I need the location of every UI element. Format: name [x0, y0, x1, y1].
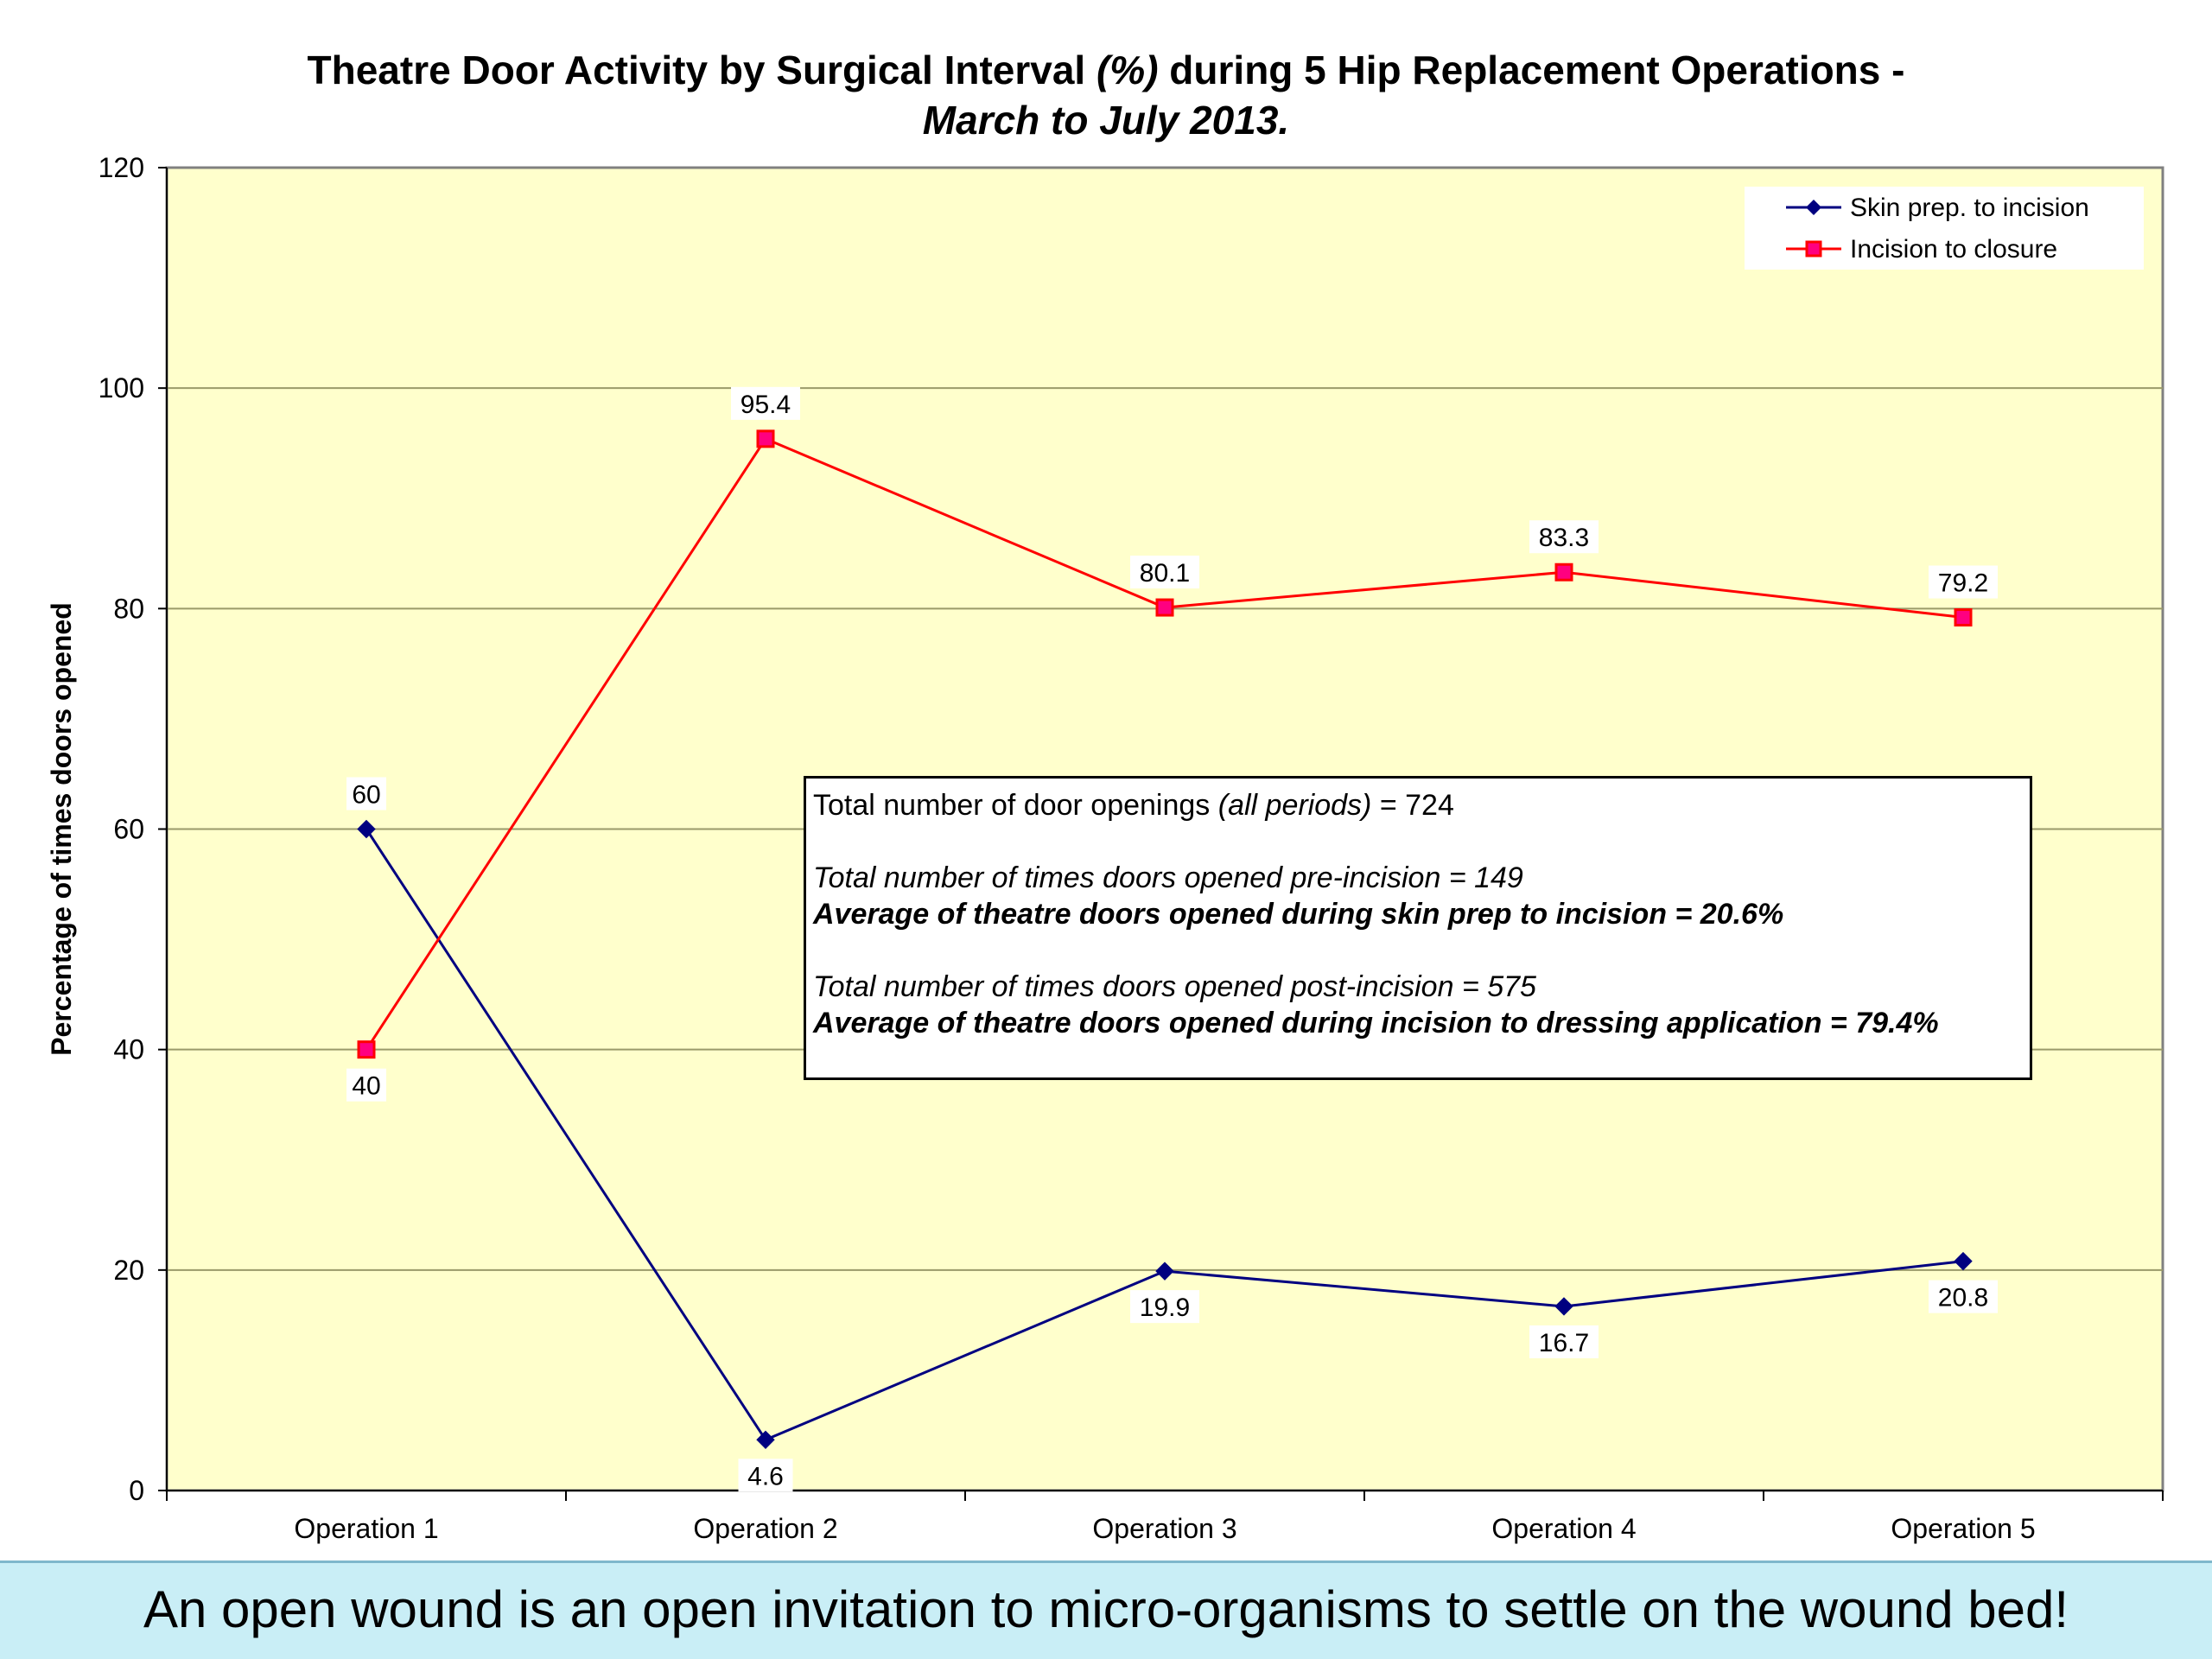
data-label-bg [1130, 556, 1199, 589]
data-label-bg [731, 386, 800, 420]
data-point-square [1954, 608, 1973, 627]
x-tick-label: Operation 4 [1491, 1513, 1636, 1544]
slide-caption: An open wound is an open invitation to m… [0, 1560, 2212, 1659]
data-label-bg [1929, 565, 1998, 599]
chart-title-line2: March to July 2013. [922, 98, 1290, 143]
y-tick-label: 40 [113, 1034, 144, 1065]
data-label: 79.2 [1938, 569, 1988, 598]
stats-pre-incision-average: Average of theatre doors opened during s… [813, 898, 1784, 931]
y-tick-label: 60 [113, 814, 144, 845]
data-label-bg [1130, 1290, 1199, 1324]
x-tick-label: Operation 3 [1092, 1513, 1236, 1544]
x-tick-label: Operation 5 [1891, 1513, 2035, 1544]
data-point-square [756, 429, 775, 448]
data-label: 60 [352, 781, 380, 810]
y-tick-label: 100 [99, 372, 144, 404]
chart-title: Theatre Door Activity by Surgical Interv… [0, 45, 2212, 145]
chart-title-percent: (%) [1096, 48, 1159, 92]
stats-post-incision-average: Average of theatre doors opened during i… [813, 1007, 1939, 1039]
data-label-bg [346, 777, 386, 810]
x-tick-label: Operation 1 [294, 1513, 438, 1544]
data-label-bg [1529, 520, 1599, 554]
y-tick-label: 20 [113, 1255, 144, 1286]
legend-marker-diamond [1806, 200, 1821, 215]
x-tick-label: Operation 2 [693, 1513, 837, 1544]
legend-label: Incision to closure [1850, 235, 2057, 264]
data-label: 19.9 [1140, 1294, 1190, 1322]
data-label-bg [1529, 1325, 1599, 1358]
data-point-diamond [1554, 1297, 1573, 1316]
stats-all-periods: (all periods) [1217, 789, 1372, 822]
data-label: 4.6 [747, 1462, 784, 1491]
data-label: 80.1 [1140, 559, 1190, 588]
chart-title-part3: during 5 Hip Replacement Operations - [1158, 48, 1905, 92]
stats-pre-incision: Total number of times doors opened pre-i… [813, 861, 1523, 894]
data-point-square [1554, 563, 1573, 582]
data-point-square [357, 1040, 376, 1059]
legend-marker-square [1805, 240, 1822, 257]
data-label-bg [346, 1068, 386, 1102]
data-label: 40 [352, 1072, 380, 1101]
data-point-diamond [756, 1430, 775, 1450]
chart-title-part1: Theatre Door Activity by Surgical Interv… [307, 48, 1096, 92]
y-tick-label: 80 [113, 593, 144, 624]
y-tick-label: 0 [129, 1475, 144, 1506]
y-tick-label: 120 [99, 152, 144, 183]
data-label-bg [1929, 1280, 1998, 1313]
y-axis-label: Percentage of times doors opened [46, 602, 77, 1056]
data-point-square [1155, 598, 1174, 617]
stats-total-value: = 724 [1371, 789, 1454, 822]
stats-total-label: Total number of door openings [813, 789, 1218, 822]
data-label: 20.8 [1938, 1284, 1988, 1313]
stats-annotation-box: Total number of door openings (all perio… [804, 776, 2032, 1080]
data-point-diamond [357, 819, 376, 839]
legend-label: Skin prep. to incision [1850, 194, 2089, 222]
data-label: 83.3 [1539, 524, 1589, 552]
data-point-diamond [1155, 1262, 1174, 1281]
stats-total-openings: Total number of door openings (all perio… [813, 787, 2023, 823]
data-label: 95.4 [741, 391, 791, 419]
data-label: 16.7 [1539, 1329, 1589, 1357]
data-label-bg [738, 1459, 793, 1492]
data-point-diamond [1954, 1251, 1973, 1271]
stats-post-incision: Total number of times doors opened post-… [813, 970, 1536, 1003]
chart-title-line1: Theatre Door Activity by Surgical Interv… [0, 45, 2212, 95]
